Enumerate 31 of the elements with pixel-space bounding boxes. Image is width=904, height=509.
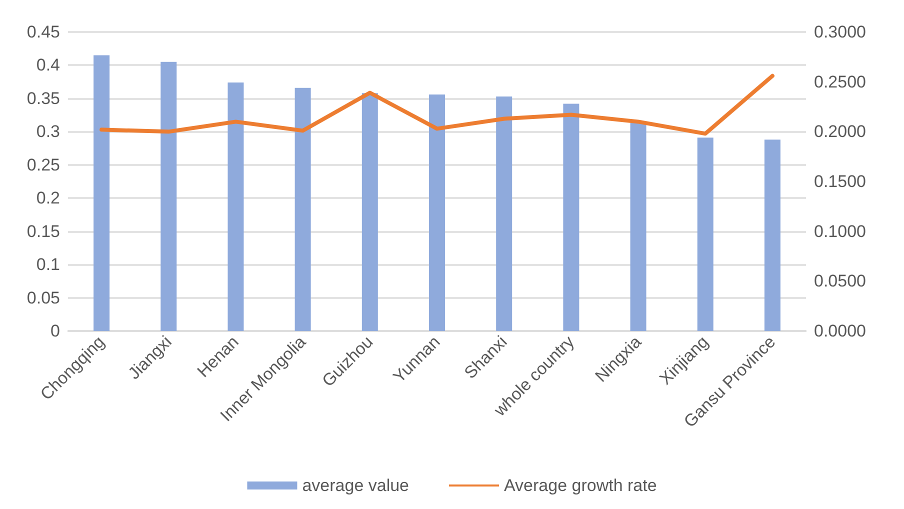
legend-label: average value [302,476,410,495]
bar [764,140,780,331]
line-series [100,74,774,136]
y2-tick-label: 0.1000 [814,222,866,241]
y-tick-label: 0.25 [26,155,60,174]
y2-tick-label: 0.3000 [814,22,866,42]
bar [496,96,512,331]
y2-tick-label: 0.0000 [814,322,866,340]
bar [160,62,177,331]
y-tick-label: 0.2 [36,188,60,208]
y-tick-label: 0.35 [26,88,60,108]
y-tick-label: 0.05 [26,288,60,308]
bar [630,123,646,331]
y-tick-label: 0.15 [26,222,60,241]
y-tick-label: 0.4 [36,56,60,75]
y-tick-label: 0 [50,322,60,340]
y2-tick-label: 0.2000 [814,122,866,142]
bar [362,93,378,331]
bar [429,94,445,331]
y-tick-label: 0.3 [36,122,60,142]
bar [697,138,714,331]
bar [563,104,580,331]
y-tick-label: 0.45 [26,22,60,42]
y2-tick-label: 0.2500 [814,72,866,92]
y2-tick-label: 0.1500 [814,172,866,191]
bar [294,88,311,331]
bar [228,82,244,331]
y2-tick-label: 0.0500 [814,272,866,291]
legend-label: Average growth rate [504,476,657,495]
y-tick-label: 0.1 [36,255,60,274]
bar [94,55,110,331]
